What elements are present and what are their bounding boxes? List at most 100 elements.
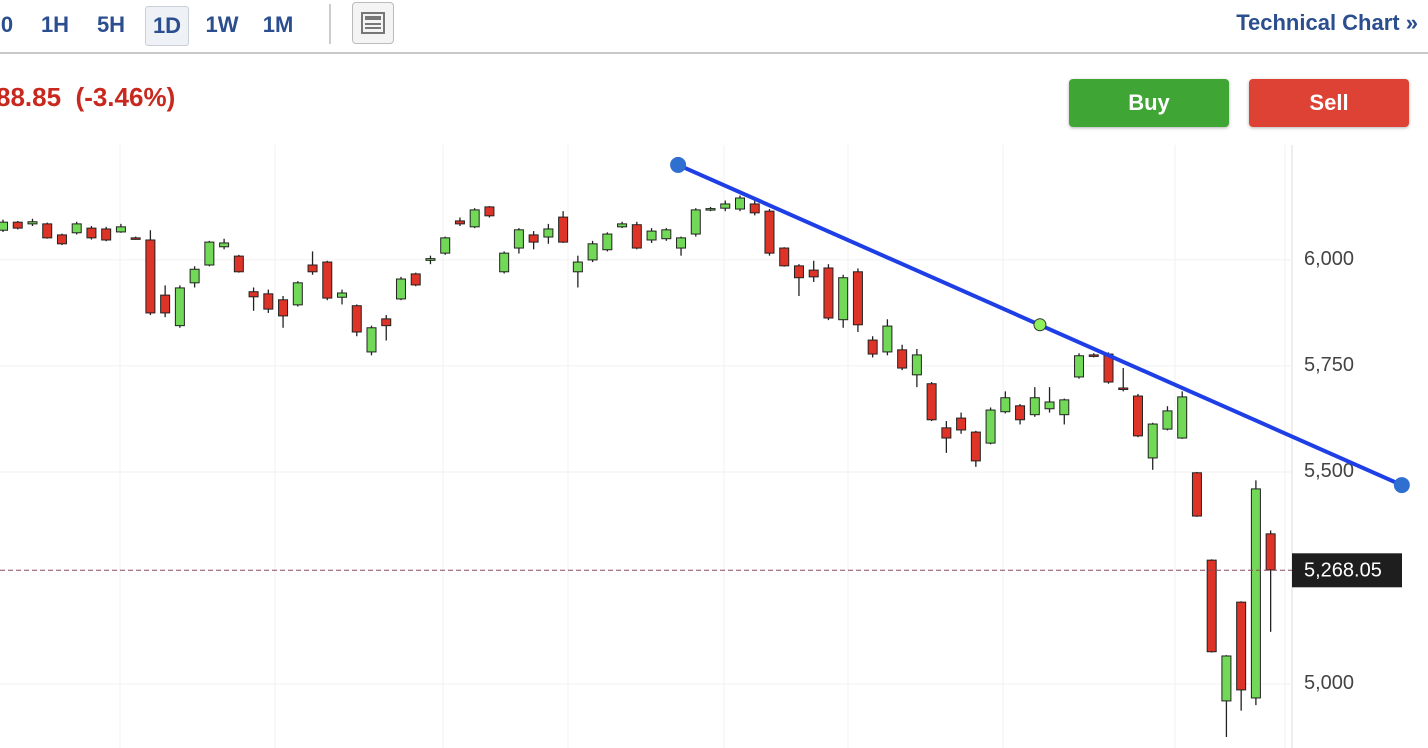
candle-body [1132, 395, 1143, 437]
candle-body [1103, 353, 1114, 383]
candle-body [602, 233, 613, 251]
candle-body [1250, 488, 1261, 699]
last-price-box [1292, 553, 1402, 588]
candle-body [351, 305, 362, 333]
candle-body [852, 271, 863, 326]
candle-body [779, 247, 790, 267]
candle-body [911, 354, 922, 376]
candle-body [764, 210, 775, 254]
layout-icon[interactable] [352, 2, 394, 44]
y-tick-label: 6,000 [1304, 248, 1354, 270]
candle-body [1059, 399, 1070, 416]
candle-body [115, 226, 126, 233]
candle-body [101, 228, 112, 241]
candle-body [278, 299, 289, 317]
candle-body [631, 224, 642, 249]
candle-body [410, 273, 421, 286]
candle-body [793, 265, 804, 279]
icon-graphic [361, 12, 385, 34]
last-price-label: 5,268.05 [1304, 560, 1382, 582]
candle-body [513, 229, 524, 249]
candle-body [0, 221, 8, 231]
candle-body [617, 223, 628, 228]
candle-body [690, 209, 701, 235]
candle-body [219, 242, 230, 248]
candle-body [1177, 396, 1188, 439]
candle-body [941, 427, 952, 439]
candle-body [1191, 472, 1202, 517]
y-tick-label: 5,500 [1304, 460, 1354, 482]
candle-body [1118, 387, 1129, 390]
candle-body [735, 197, 745, 210]
candle-body [366, 327, 377, 353]
candle-body [897, 349, 908, 369]
candle-body [1162, 410, 1173, 430]
candle-body [86, 227, 97, 239]
buy-button[interactable]: Buy [1069, 79, 1229, 127]
candle-body [42, 223, 53, 239]
trendline-anchor [1393, 477, 1410, 494]
candle-body [808, 269, 819, 278]
candle-body [970, 431, 981, 462]
candle-body [705, 208, 716, 211]
candle-body [720, 203, 731, 209]
link-text[interactable]: Technical Chart [1236, 10, 1400, 35]
candle-body [572, 261, 583, 273]
timeframe[interactable]: 1H [40, 12, 70, 37]
candle-body [882, 325, 893, 353]
candle-body [395, 278, 406, 300]
technical-chart-link[interactable]: Technical Chart » [1236, 10, 1418, 36]
candle-body [1088, 354, 1099, 357]
candle-body [587, 243, 598, 261]
candle-body [425, 258, 436, 261]
toolbar: 0 1H 5H 1D 1W 1M Technical Chart » [0, 0, 1428, 54]
candle-body [56, 234, 67, 245]
candle-body [381, 318, 392, 327]
candle-body [528, 234, 539, 243]
candle-body [543, 228, 554, 238]
candle-body [558, 216, 569, 243]
timeframe[interactable]: 1W [205, 12, 239, 37]
candle-body [12, 221, 23, 229]
trendline [677, 163, 1403, 487]
candle-body [823, 267, 834, 319]
candle-body [749, 203, 760, 214]
vertical-grid [119, 145, 1286, 748]
candle-body [499, 252, 510, 273]
timeframe[interactable]: 1M [262, 12, 294, 37]
candle-body [337, 292, 348, 298]
trendline-anchor [670, 156, 687, 173]
candle-body [248, 291, 259, 298]
candle-body [676, 237, 687, 249]
candle-body [985, 409, 996, 444]
change: 88.85 [0, 82, 62, 112]
timeframe[interactable]: 5H [96, 12, 126, 37]
candle-body [1044, 401, 1055, 410]
candle-body [174, 287, 185, 327]
candle-body [440, 237, 451, 254]
candle-body [646, 230, 657, 241]
candle-body [1221, 655, 1232, 702]
candle-body [1147, 423, 1158, 459]
candle-body [956, 417, 967, 431]
candle-body [1074, 355, 1085, 378]
link-icon[interactable]: » [1405, 10, 1418, 35]
candle-body [1206, 559, 1217, 653]
candle-body [71, 223, 82, 234]
candle-body [838, 277, 849, 321]
candle-body [160, 294, 171, 314]
candle-body [1265, 533, 1276, 571]
candle-body [322, 261, 333, 299]
candle-body [1000, 397, 1011, 413]
timeframe-active[interactable]: 1D [145, 6, 189, 46]
candle-body [867, 339, 878, 355]
candle-body [263, 293, 274, 310]
candle-body [130, 237, 141, 240]
candle-body [189, 268, 200, 284]
candle-body [292, 282, 303, 306]
candle-body [307, 264, 318, 273]
sell-button[interactable]: Sell [1249, 79, 1409, 127]
candle-body [204, 241, 215, 266]
timeframe[interactable]: 0 [0, 12, 14, 37]
